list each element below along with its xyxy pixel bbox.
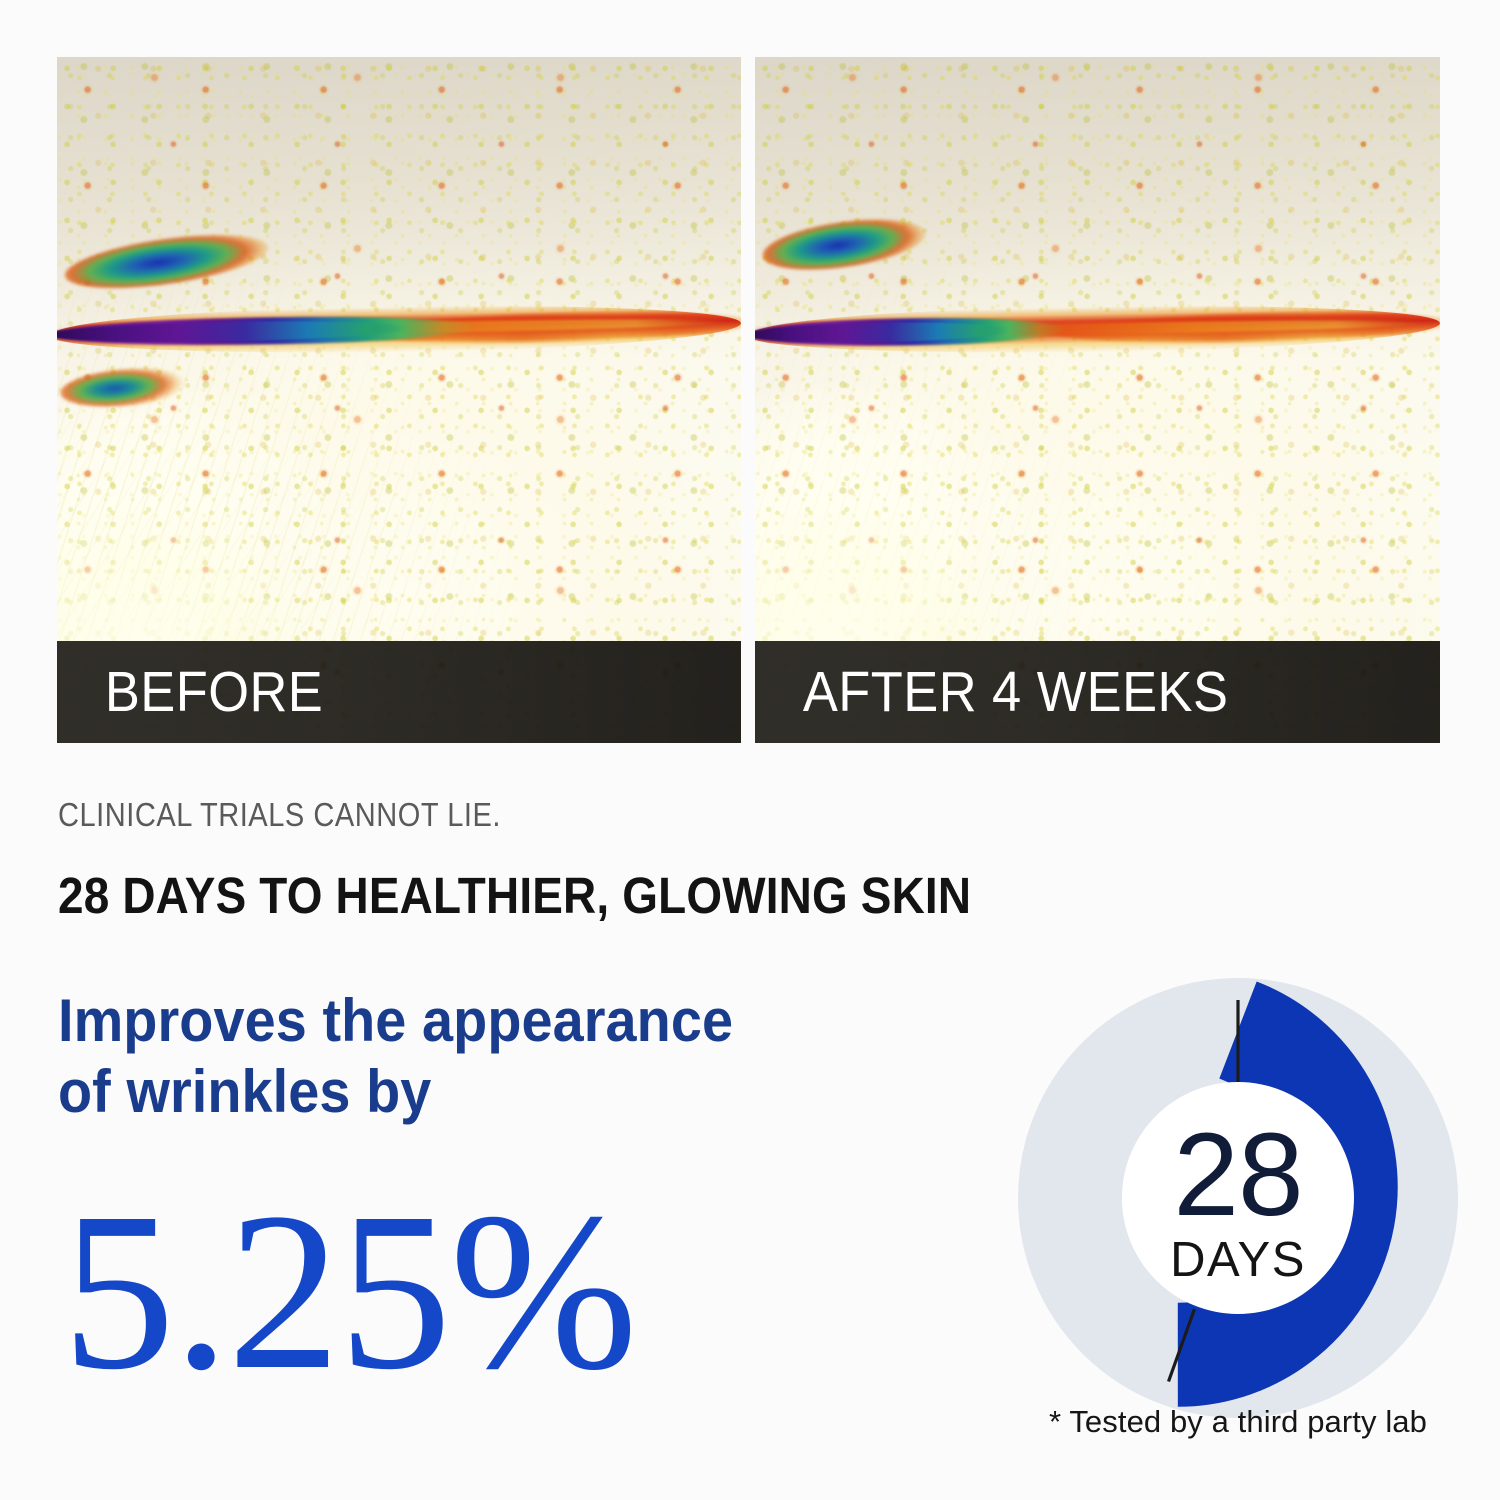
benefit-statement-line-1: Improves the appearance	[58, 987, 734, 1054]
before-after-comparison: BEFORE AFTER 4 WEEKS	[57, 57, 1440, 743]
before-image-panel: BEFORE	[57, 57, 741, 743]
improvement-percentage: 5.25%	[62, 1166, 638, 1416]
donut-tick-end	[1166, 1308, 1197, 1383]
page-title: 28 DAYS TO HEALTHIER, GLOWING SKIN	[58, 867, 972, 924]
footnote-text: * Tested by a third party lab	[1049, 1404, 1427, 1439]
after-caption-label: AFTER 4 WEEKS	[802, 660, 1229, 724]
donut-center-unit: DAYS	[1170, 1233, 1306, 1287]
donut-hole	[1122, 1082, 1354, 1314]
days-donut-chart: 28 DAYS	[1018, 978, 1458, 1418]
benefit-statement-line-2: of wrinkles by	[58, 1058, 432, 1126]
kicker-text: CLINICAL TRIALS CANNOT LIE.	[58, 796, 501, 833]
after-image-panel: AFTER 4 WEEKS	[755, 57, 1440, 743]
before-caption-label: BEFORE	[104, 660, 324, 724]
benefit-statement: Improves the appearance of wrinkles by	[58, 985, 733, 1128]
before-caption-band: BEFORE	[57, 641, 741, 743]
donut-center-value: 28	[1173, 1109, 1303, 1241]
after-caption-band: AFTER 4 WEEKS	[755, 641, 1440, 743]
